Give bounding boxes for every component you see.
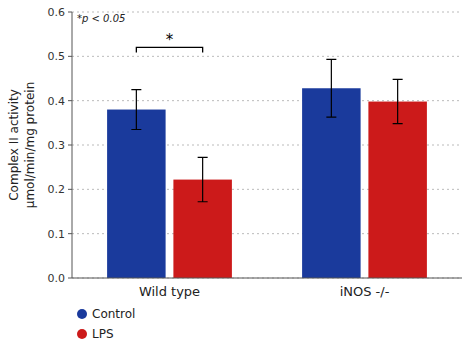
grid-line [72, 100, 462, 101]
y-tick-label: 0.1 [48, 228, 66, 241]
y-axis-label-line: Complex II activity [7, 89, 21, 201]
error-bar [131, 90, 141, 130]
annotation: *p < 0.05 [77, 13, 125, 24]
legend-swatch [77, 309, 87, 319]
legend: Control LPS [77, 307, 135, 341]
chart: 0.0 0.1 0.2 0.3 0.4 0.5 0.6 Complex II activity… [0, 0, 474, 353]
bar [368, 102, 427, 278]
y-tick [68, 278, 72, 279]
y-tick-label: 0.3 [48, 139, 66, 152]
y-axis: 0.0 0.1 0.2 0.3 0.4 0.5 0.6 [48, 6, 73, 285]
significance-text: * [166, 31, 174, 49]
error-bar [326, 59, 336, 117]
y-tick [68, 145, 72, 146]
bar [107, 110, 166, 278]
legend-label: LPS [92, 327, 114, 341]
x-tick-label: iNOS -/- [340, 284, 390, 299]
marks [107, 59, 427, 278]
legend-swatch [77, 329, 87, 339]
y-tick-label: 0.2 [48, 183, 66, 196]
error-bar [198, 157, 208, 201]
y-tick [68, 56, 72, 57]
y-tick [68, 12, 72, 13]
y-tick [68, 233, 72, 234]
x-tick-label: Wild type [139, 284, 200, 299]
y-axis-label: Complex II activityμmol/min/mg protein [7, 82, 37, 209]
x-axis-line [72, 278, 462, 279]
grid-line [72, 278, 462, 279]
y-tick-label: 0.5 [48, 50, 66, 63]
y-tick [68, 100, 72, 101]
y-tick-label: 0.4 [48, 95, 66, 108]
y-axis-line [72, 12, 73, 278]
y-tick-label: 0.6 [48, 6, 66, 19]
grid-line [72, 56, 462, 57]
y-tick [68, 189, 72, 190]
grid-line [72, 12, 462, 13]
grid [72, 12, 462, 278]
y-tick-label: 0.0 [48, 272, 66, 285]
y-axis-label-line: μmol/min/mg protein [23, 82, 37, 209]
error-bar [393, 79, 403, 123]
legend-label: Control [92, 307, 135, 321]
